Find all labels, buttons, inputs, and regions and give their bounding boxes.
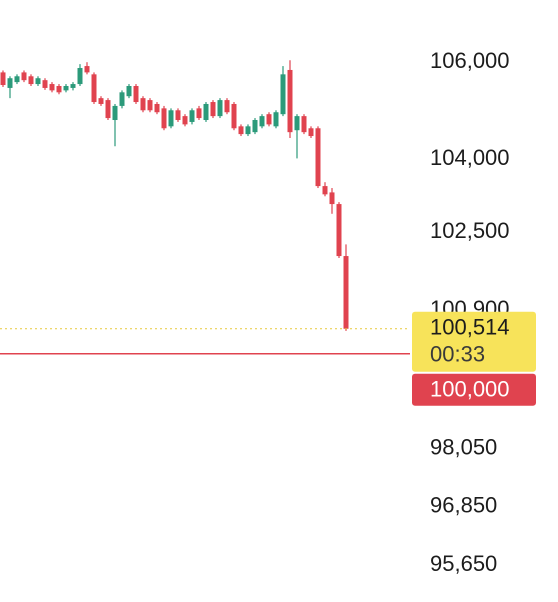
y-tick-label: 104,000 [430,145,510,170]
candle-body [273,112,279,127]
y-tick-label: 102,500 [430,218,510,243]
candle-body [147,100,153,111]
candle-body [77,68,83,85]
candle-body [133,86,139,103]
candle-body [245,126,251,135]
candle-body [343,256,349,329]
candle-body [105,100,111,119]
candle-body [7,78,13,88]
candle-body [259,116,265,127]
candle-body [112,105,118,121]
alert-badge [412,373,536,406]
candle-body [70,84,76,88]
candle-body [224,100,230,113]
y-tick-label: 95,650 [430,551,497,576]
candle-body [140,98,146,111]
last-price-label: 100,514 [430,315,510,340]
candle-body [301,116,307,133]
candle-body [252,120,258,133]
candle-body [154,103,160,113]
candle-body [35,78,41,85]
y-tick-label: 98,050 [430,434,497,459]
candle-body [217,100,223,117]
candle-body [329,192,335,205]
candle-body [161,108,167,129]
candle-body [42,80,48,88]
candle-body [182,116,188,125]
alert-label: 100,000 [430,377,510,402]
countdown-label: 00:33 [430,342,485,367]
candle-body [196,108,202,119]
candle-body [315,128,321,187]
y-tick-label: 106,000 [430,48,510,73]
candle-body [322,186,328,195]
y-tick-label: 96,850 [430,493,497,518]
candle-body [238,126,244,135]
candle-body [336,204,342,257]
candle-body [294,116,300,131]
candle-body [28,76,34,85]
last-price-badge [412,311,536,372]
candle-body [126,86,132,97]
candle-body [308,128,314,137]
candle-body [280,74,286,115]
candle-body [210,102,216,117]
candle-body [189,110,195,122]
candle-body [98,98,104,104]
candle-body [56,86,62,93]
candle-body [91,74,97,103]
candle-body [14,76,20,83]
candle-body [203,103,209,121]
candle-body [63,86,69,91]
candle-body [21,72,27,81]
candle-body [119,92,125,106]
candle-body [175,110,181,121]
candle-body [49,84,55,91]
candle-body [287,69,293,133]
candle-body [168,110,174,127]
candle-body [0,72,6,86]
candle-body [231,103,237,129]
candle-body [266,114,272,125]
candle-body [84,66,90,73]
